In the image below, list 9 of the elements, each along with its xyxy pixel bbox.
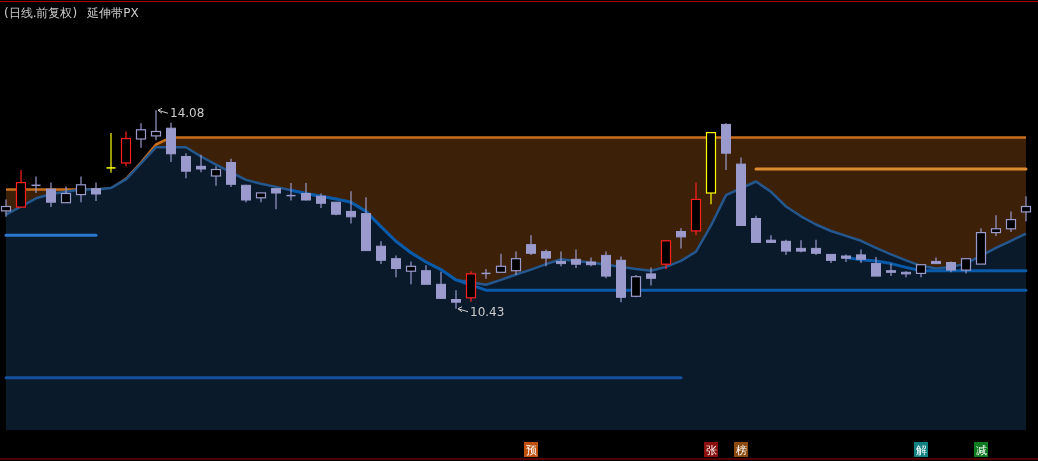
annotation: 10.43 xyxy=(470,304,505,319)
text: 减 xyxy=(975,444,987,457)
annotation: 14.08 xyxy=(170,106,205,121)
text: 榜 xyxy=(735,444,747,457)
text: 预 xyxy=(525,444,537,457)
chart-subtitle: 延伸带PX xyxy=(86,6,139,20)
text: 张 xyxy=(705,444,717,457)
text: 解 xyxy=(915,444,927,457)
chart-title: (日线.前复权) xyxy=(4,6,78,20)
